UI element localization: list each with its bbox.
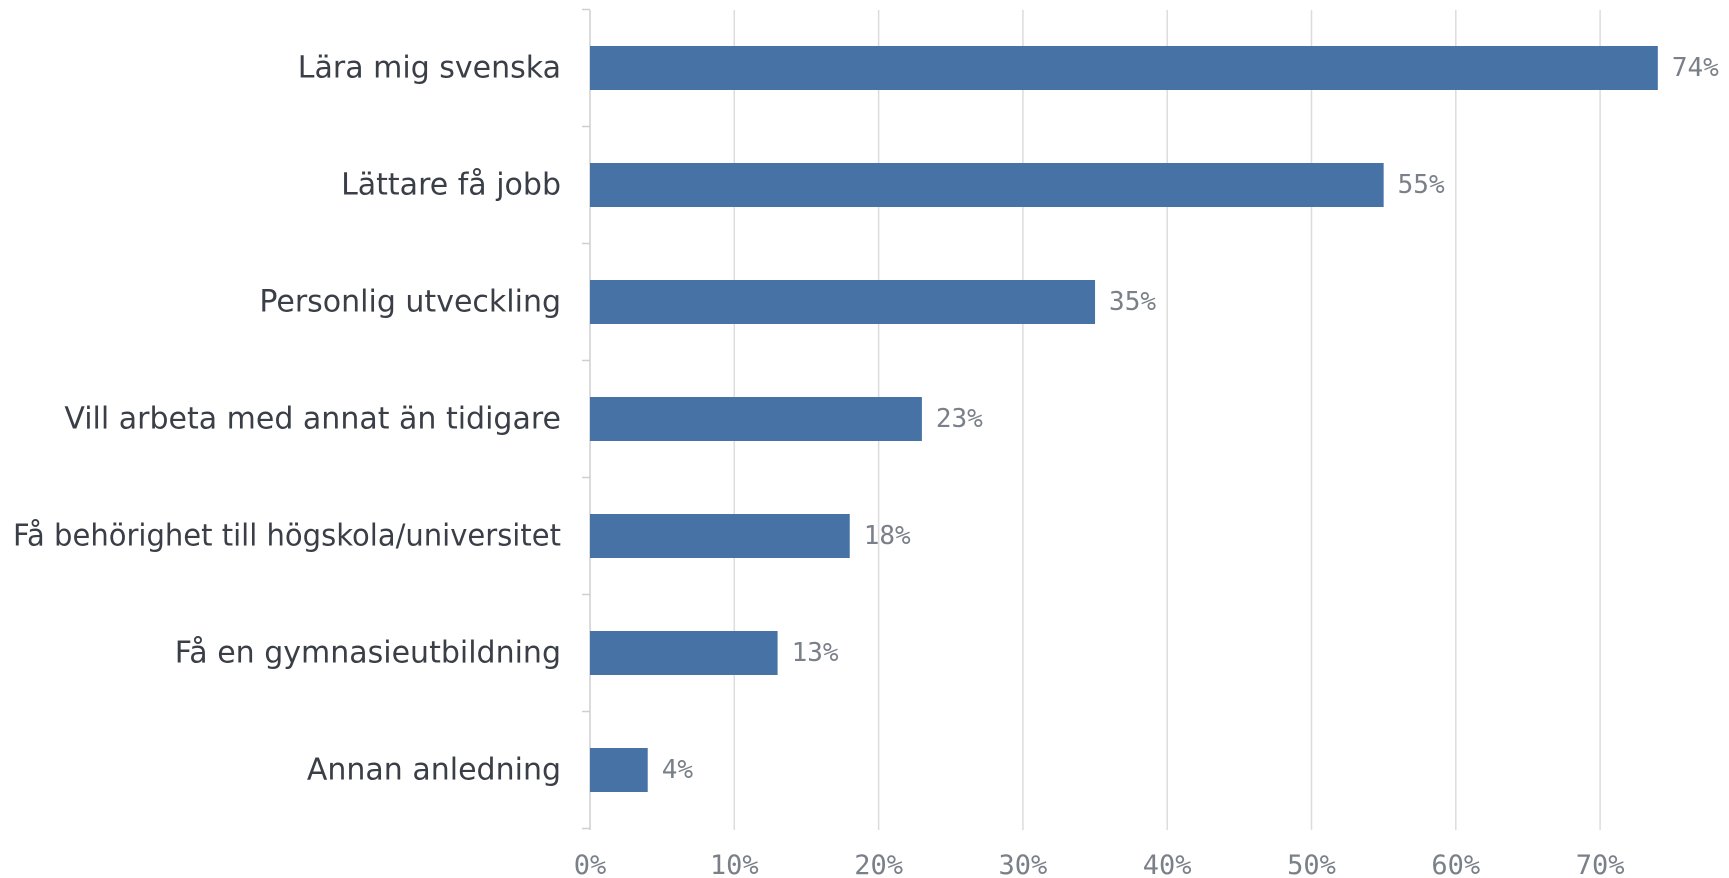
x-tick-label: 0% bbox=[574, 850, 607, 878]
category-label: Annan anledning bbox=[307, 753, 561, 788]
data-label: 35% bbox=[1109, 287, 1156, 317]
data-label: 74% bbox=[1672, 53, 1719, 83]
bars bbox=[590, 46, 1658, 792]
x-tick-labels: 0% 10% 20% 30% 40% 50% 60% 70% bbox=[574, 850, 1625, 878]
x-tick-label: 10% bbox=[710, 850, 759, 878]
y-axis bbox=[582, 8, 591, 830]
data-label: 23% bbox=[936, 404, 983, 434]
category-label: Få en gymnasieutbildning bbox=[175, 636, 561, 671]
category-label: Få behörighet till högskola/universitet bbox=[13, 519, 561, 554]
value-labels: 74% 55% 35% 23% 18% 13% 4% bbox=[662, 53, 1719, 785]
category-label: Vill arbeta med annat än tidigare bbox=[64, 402, 561, 437]
bar bbox=[590, 631, 778, 675]
bar bbox=[590, 748, 648, 792]
data-label: 18% bbox=[864, 521, 911, 551]
data-label: 13% bbox=[792, 638, 839, 668]
bar bbox=[590, 280, 1096, 324]
data-label: 4% bbox=[662, 755, 694, 785]
grid-lines bbox=[733, 10, 1601, 830]
bar bbox=[590, 397, 922, 441]
category-label: Personlig utveckling bbox=[259, 285, 561, 320]
category-label: Lättare få jobb bbox=[341, 168, 561, 203]
data-label: 55% bbox=[1398, 170, 1445, 200]
x-tick-label: 40% bbox=[1143, 850, 1192, 878]
category-label: Lära mig svenska bbox=[298, 51, 561, 86]
x-tick-label: 50% bbox=[1287, 850, 1336, 878]
x-tick-label: 70% bbox=[1576, 850, 1625, 878]
x-tick-label: 60% bbox=[1431, 850, 1480, 878]
bar bbox=[590, 514, 850, 558]
x-tick-label: 30% bbox=[999, 850, 1048, 878]
bar bbox=[590, 46, 1658, 90]
category-labels: Lära mig svenska Lättare få jobb Personlig… bbox=[13, 51, 561, 788]
x-tick-label: 20% bbox=[854, 850, 903, 878]
bar bbox=[590, 163, 1384, 207]
